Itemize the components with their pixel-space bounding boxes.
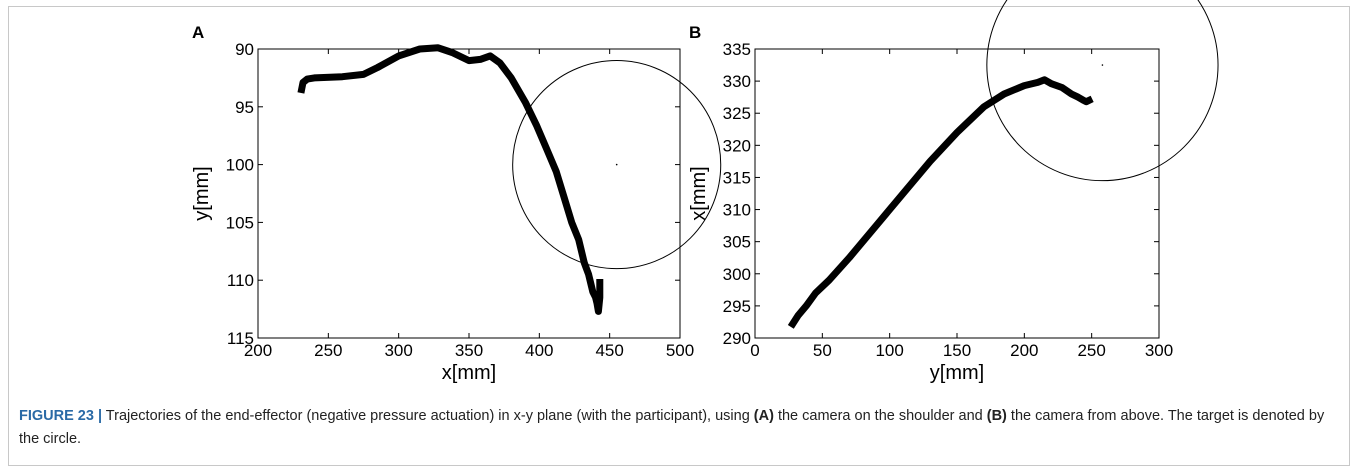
chart-a-y-tick-label: 115 bbox=[227, 329, 254, 348]
chart-b-y-axis-label: x[mm] bbox=[688, 166, 710, 220]
chart-b-target-center-point bbox=[1101, 64, 1104, 66]
chart-b-x-tick-label: 0 bbox=[750, 341, 759, 360]
chart-b-y-tick-label: 300 bbox=[723, 265, 751, 284]
chart-a-x-tick-label: 450 bbox=[595, 341, 623, 360]
caption-text-1: Trajectories of the end-effector (negati… bbox=[102, 408, 754, 424]
chart-a-x-tick-label: 500 bbox=[666, 341, 694, 360]
caption-text-2: the camera on the shoulder and bbox=[773, 408, 987, 424]
chart-b-x-tick-label: 250 bbox=[1077, 341, 1105, 360]
caption-ref-a: (A) bbox=[753, 408, 774, 424]
caption-figure-label: FIGURE 23 | bbox=[19, 408, 103, 424]
chart-a-panel-label: A bbox=[192, 23, 204, 42]
caption-ref-b: (B) bbox=[986, 408, 1007, 424]
chart-a-trajectory-line bbox=[297, 44, 604, 315]
chart-a-x-tick-label: 400 bbox=[525, 341, 553, 360]
chart-a-target-circle bbox=[512, 60, 722, 270]
chart-a-y-tick-label: 110 bbox=[227, 271, 254, 290]
chart-a-plot-area bbox=[257, 48, 681, 339]
chart-a-y-axis-label: y[mm] bbox=[191, 166, 213, 220]
chart-b-panel-label: B bbox=[689, 23, 701, 42]
figure-caption: FIGURE 23 | Trajectories of the end-effe… bbox=[19, 405, 1339, 451]
chart-a-y-tick-label: 105 bbox=[226, 213, 254, 232]
figure-frame bbox=[8, 6, 1350, 466]
chart-b-y-tick-label: 305 bbox=[723, 233, 751, 252]
chart-a-target-center-point bbox=[615, 163, 618, 166]
chart-a-x-tick-label: 300 bbox=[384, 341, 412, 360]
chart-b-y-tick-label: 290 bbox=[723, 329, 751, 348]
caption-text-3: the camera from above. The target is den… bbox=[19, 408, 1325, 447]
chart-a-y-tick-label: 90 bbox=[235, 40, 254, 59]
chart-b-target-circle bbox=[986, 0, 1219, 182]
chart-a-x-tick-label: 200 bbox=[244, 341, 272, 360]
chart-b-y-tick-label: 310 bbox=[723, 201, 751, 220]
chart-b-y-tick-label: 325 bbox=[723, 104, 751, 123]
chart-b-y-tick-label: 335 bbox=[723, 40, 751, 59]
chart-b-y-tick-label: 315 bbox=[723, 168, 751, 187]
chart-b-x-tick-label: 150 bbox=[943, 341, 971, 360]
chart-b-x-tick-label: 300 bbox=[1145, 341, 1173, 360]
chart-b-y-tick-label: 295 bbox=[723, 297, 751, 316]
chart-b-y-tick-label: 320 bbox=[723, 136, 751, 155]
chart-a-y-tick-label: 95 bbox=[235, 98, 254, 117]
chart-a-x-tick-label: 350 bbox=[455, 341, 483, 360]
chart-a-x-tick-label: 250 bbox=[314, 341, 342, 360]
chart-b-x-axis-label: y[mm] bbox=[930, 362, 984, 384]
chart-b-x-tick-label: 100 bbox=[875, 341, 903, 360]
chart-b-x-tick-label: 200 bbox=[1010, 341, 1038, 360]
chart-a-y-tick-label: 100 bbox=[226, 156, 254, 175]
chart-b-trajectory-line bbox=[787, 76, 1094, 329]
chart-b-x-tick-label: 50 bbox=[813, 341, 832, 360]
chart-a-x-axis-label: x[mm] bbox=[442, 362, 496, 384]
chart-b-y-tick-label: 330 bbox=[723, 72, 751, 91]
